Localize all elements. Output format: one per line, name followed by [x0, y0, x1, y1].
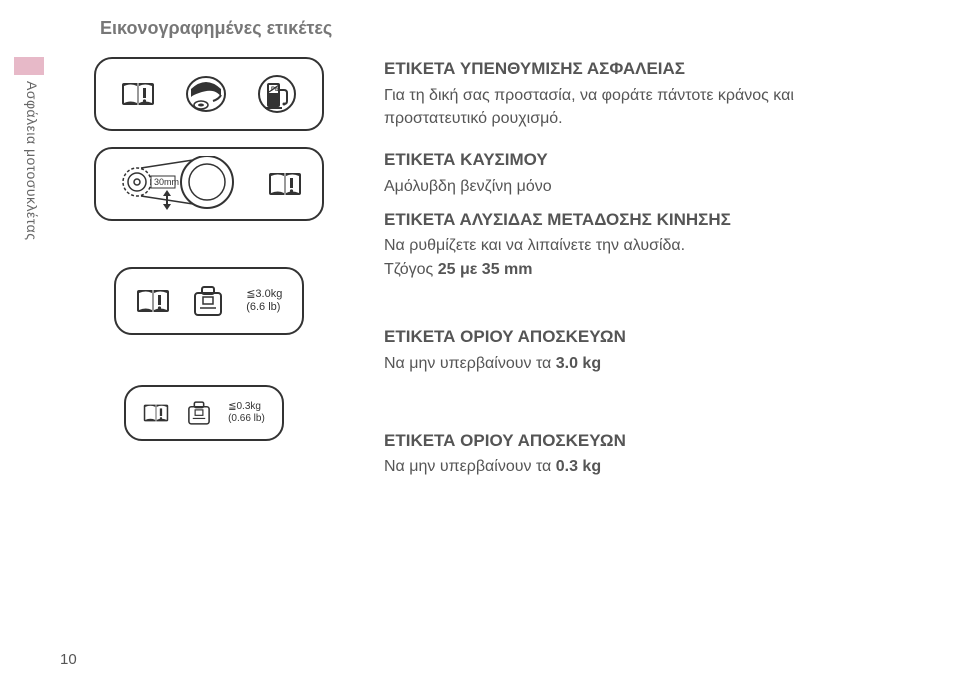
luggage-1-body: Να μην υπερβαίνουν τα 3.0 kg: [384, 352, 900, 375]
chain-label-pictogram: 30mm: [94, 147, 324, 221]
luggage-1-block: ΕΤΙΚΕΤΑ ΟΡΙΟΥ ΑΠΟΣΚΕΥΩΝ Να μην υπερβαίνο…: [384, 325, 900, 375]
weight-kg: ≦3.0kg: [246, 288, 282, 301]
section-marker: [14, 57, 44, 75]
weight-text-2: ≦0.3kg (0.66 lb): [228, 401, 265, 425]
luggage-2-block: ΕΤΙΚΕΤΑ ΟΡΙΟΥ ΑΠΟΣΚΕΥΩΝ Να μην υπερβαίνο…: [384, 429, 900, 479]
luggage-2-value: 0.3 kg: [556, 458, 601, 475]
chain-slack-value: 30mm: [154, 177, 179, 187]
weight-lb: (0.66 lb): [228, 413, 265, 425]
page-number: 10: [60, 651, 77, 668]
fuel-pump-icon: Pb: [257, 74, 297, 114]
luggage-1-title: ΕΤΙΚΕΤΑ ΟΡΙΟΥ ΑΠΟΣΚΕΥΩΝ: [384, 325, 900, 350]
weight-text-1: ≦3.0kg (6.6 lb): [246, 288, 282, 314]
safety-reminder-body: Για τη δική σας προστασία, να φοράτε πάν…: [384, 84, 900, 130]
helmet-icon: [185, 75, 227, 113]
manual-icon: [121, 80, 155, 108]
luggage-icon: [184, 399, 214, 427]
manual-icon: [143, 402, 169, 424]
safety-reminder-title: ΕΤΙΚΕΤΑ ΥΠΕΝΘΥΜΙΣΗΣ ΑΣΦΑΛΕΙΑΣ: [384, 57, 900, 82]
page-title: Εικονογραφημένες ετικέτες: [100, 18, 900, 39]
manual-icon: [136, 287, 170, 315]
chain-slack-range: 25 με 35 mm: [438, 261, 533, 278]
fuel-block: ΕΤΙΚΕΤΑ ΚΑΥΣΙΜΟΥ Αμόλυβδη βενζίνη μόνο: [384, 148, 900, 198]
manual-icon: [268, 170, 302, 198]
luggage-2-body: Να μην υπερβαίνουν τα 0.3 kg: [384, 455, 900, 478]
luggage-2-title: ΕΤΙΚΕΤΑ ΟΡΙΟΥ ΑΠΟΣΚΕΥΩΝ: [384, 429, 900, 454]
luggage-1-prefix: Να μην υπερβαίνουν τα: [384, 355, 556, 372]
side-column: Ασφάλεια μοτοσυκλέτας: [10, 57, 54, 240]
chain-title: ΕΤΙΚΕΤΑ ΑΛΥΣΙΔΑΣ ΜΕΤΑΔΟΣΗΣ ΚΙΝΗΣΗΣ: [384, 208, 900, 233]
pictogram-column: Pb 30mm: [94, 57, 334, 441]
fuel-title: ΕΤΙΚΕΤΑ ΚΑΥΣΙΜΟΥ: [384, 148, 900, 173]
chain-body-1: Να ρυθμίζετε και να λιπαίνετε την αλυσίδ…: [384, 234, 900, 257]
weight-lb: (6.6 lb): [246, 301, 282, 314]
side-vertical-text: Ασφάλεια μοτοσυκλέτας: [24, 81, 40, 240]
luggage-1-value: 3.0 kg: [556, 355, 601, 372]
safety-label-pictogram: Pb: [94, 57, 324, 131]
weight-kg: ≦0.3kg: [228, 401, 265, 413]
luggage-limit-1-pictogram: ≦3.0kg (6.6 lb): [114, 267, 304, 335]
luggage-2-prefix: Να μην υπερβαίνουν τα: [384, 458, 556, 475]
chain-body-2: Τζόγος 25 με 35 mm: [384, 258, 900, 281]
text-column: ΕΤΙΚΕΤΑ ΥΠΕΝΘΥΜΙΣΗΣ ΑΣΦΑΛΕΙΑΣ Για τη δικ…: [384, 57, 900, 497]
fuel-body: Αμόλυβδη βενζίνη μόνο: [384, 175, 900, 198]
content-row: Ασφάλεια μοτοσυκλέτας Pb: [0, 57, 900, 497]
luggage-limit-2-pictogram: ≦0.3kg (0.66 lb): [124, 385, 284, 441]
safety-reminder-block: ΕΤΙΚΕΤΑ ΥΠΕΝΘΥΜΙΣΗΣ ΑΣΦΑΛΕΙΑΣ Για τη δικ…: [384, 57, 900, 130]
chain-sprocket-icon: 30mm: [117, 156, 247, 212]
luggage-icon: [189, 283, 227, 319]
chain-slack-prefix: Τζόγος: [384, 261, 438, 278]
chain-block: ΕΤΙΚΕΤΑ ΑΛΥΣΙΔΑΣ ΜΕΤΑΔΟΣΗΣ ΚΙΝΗΣΗΣ Να ρυ…: [384, 208, 900, 281]
